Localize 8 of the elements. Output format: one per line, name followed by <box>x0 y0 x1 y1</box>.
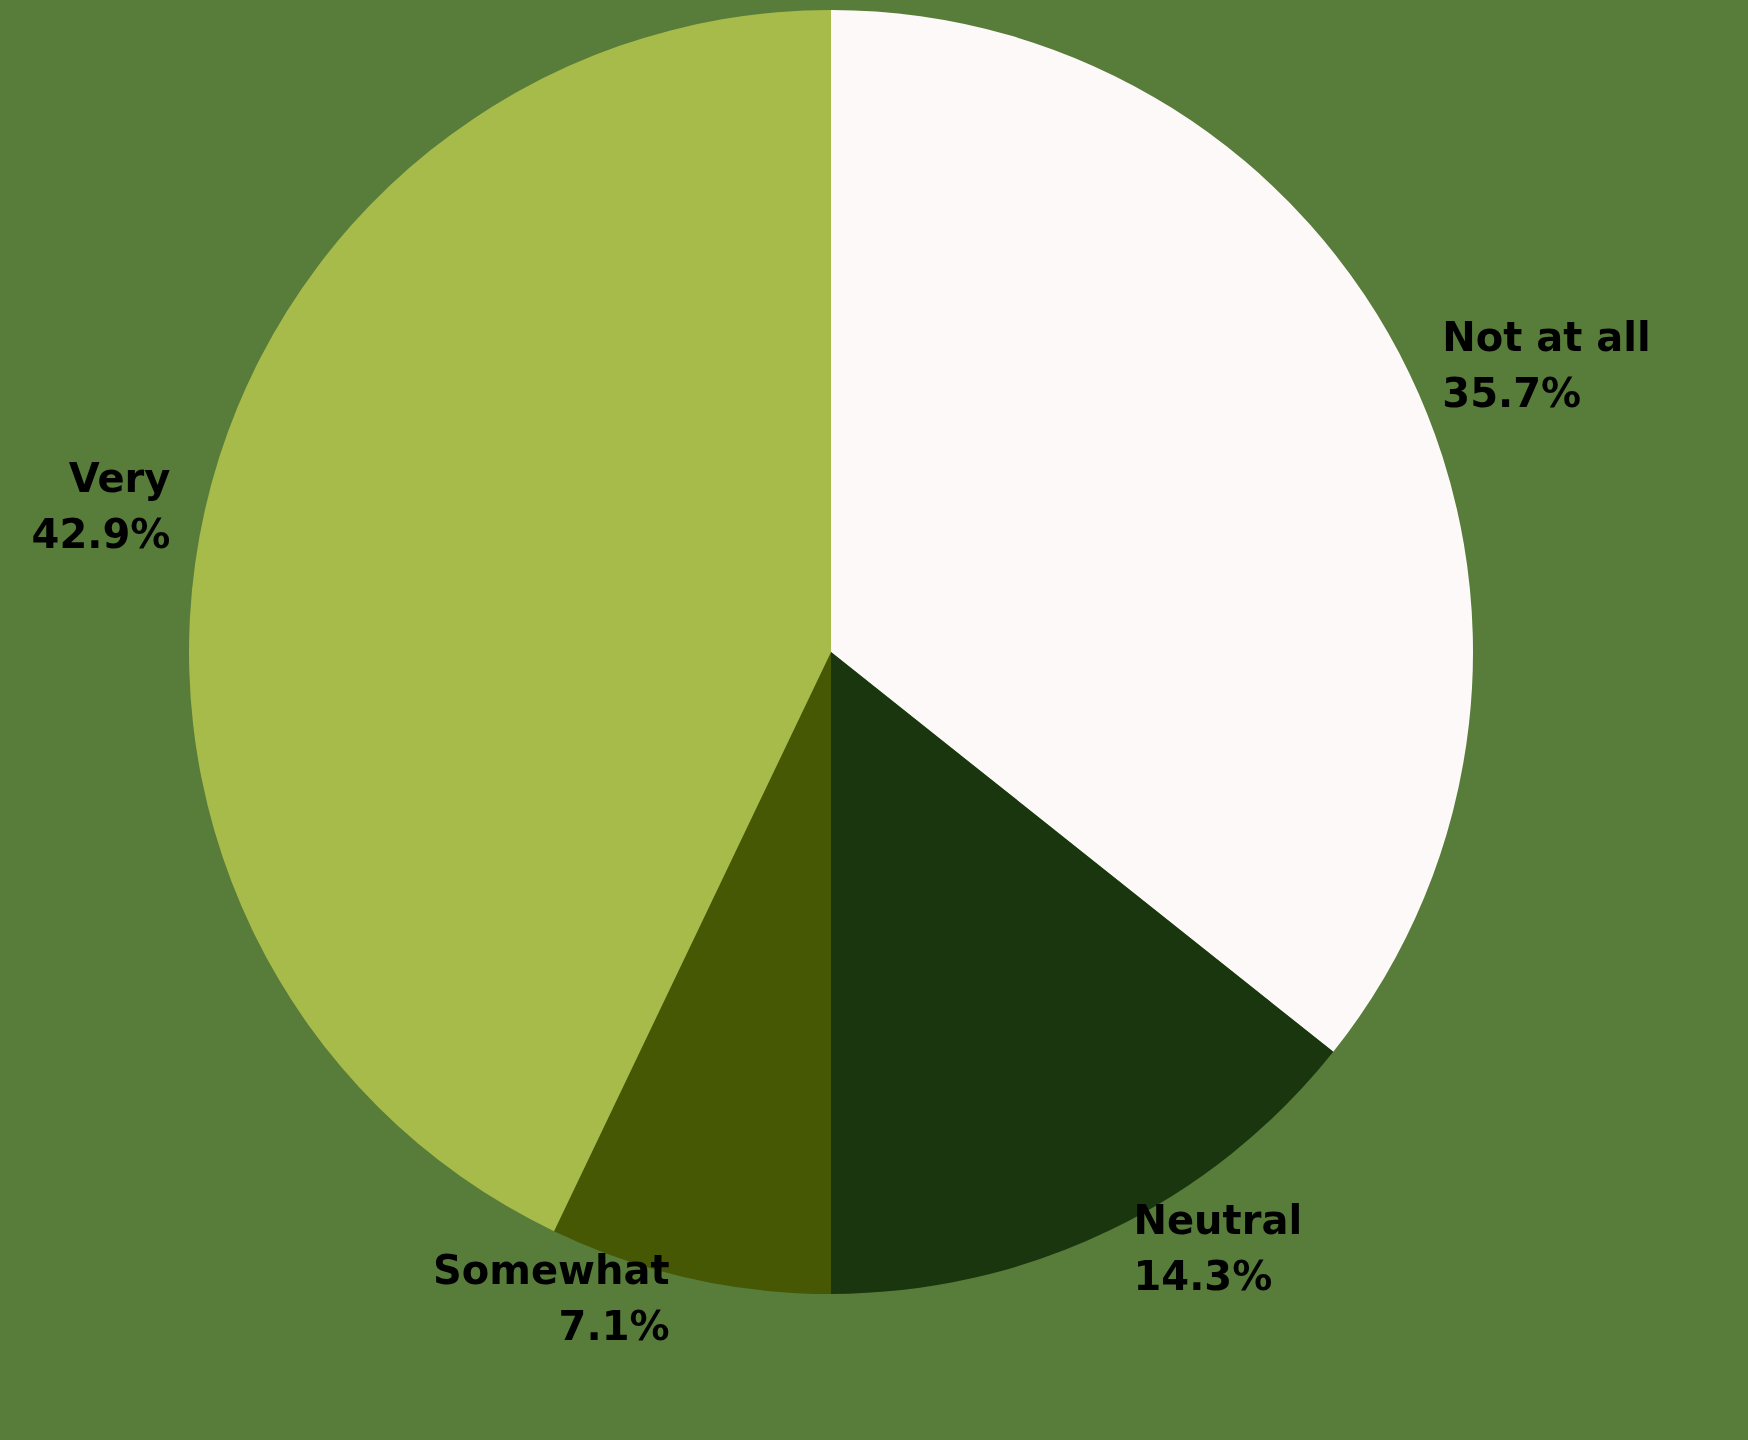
data-label: 35.7% <box>1442 369 1582 416</box>
data-label: 7.1% <box>558 1302 670 1349</box>
slice-label: Very <box>68 454 171 501</box>
slice-label: Neutral <box>1133 1197 1303 1244</box>
slice-label: Not at all <box>1442 313 1651 360</box>
slice-label: Somewhat <box>432 1246 670 1293</box>
data-label: 42.9% <box>31 510 171 557</box>
data-label: 14.3% <box>1133 1253 1273 1300</box>
